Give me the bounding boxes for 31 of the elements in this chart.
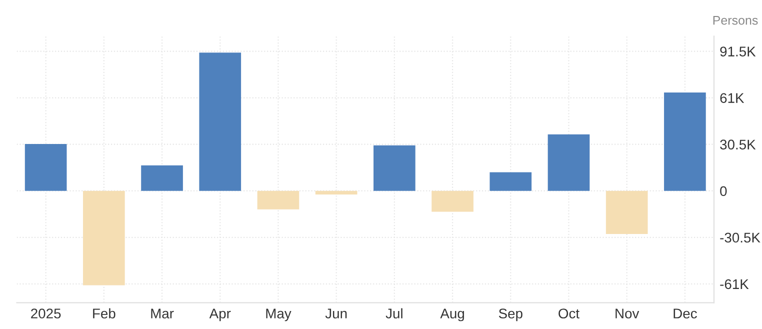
bar [315,190,358,195]
x-tick-label: Jun [325,308,347,318]
bar [664,92,706,191]
x-tick-label: Oct [558,308,580,318]
y-axis-title: Persons [713,16,758,25]
x-tick-label: Jul [386,308,402,318]
x-tick-label: Aug [440,308,464,322]
x-tick-label: Sep [498,308,522,322]
bar [606,190,648,234]
bar [141,165,183,191]
y-tick-label: 30.5K [720,140,756,150]
bar [374,145,416,191]
bar [490,172,532,191]
bar [24,144,67,191]
x-tick-label: Apr [209,308,231,322]
y-tick-label: 61K [720,93,744,103]
bar [548,134,590,191]
bar [83,190,125,286]
x-tick-label: Nov [616,308,640,318]
y-tick-label: -30.5K [720,232,760,243]
y-tick-label: -61K [720,279,749,290]
y-tick-label: 0 [720,186,727,196]
x-tick-label: Feb [93,308,116,318]
bar [432,190,474,212]
bar [257,190,300,210]
x-tick-label: May [266,308,292,322]
bar [199,52,242,191]
x-tick-label: Mar [151,308,174,318]
x-tick-label: 2025 [31,308,61,318]
x-tick-label: Dec [674,308,697,318]
y-tick-label: 91.5K [720,46,756,56]
